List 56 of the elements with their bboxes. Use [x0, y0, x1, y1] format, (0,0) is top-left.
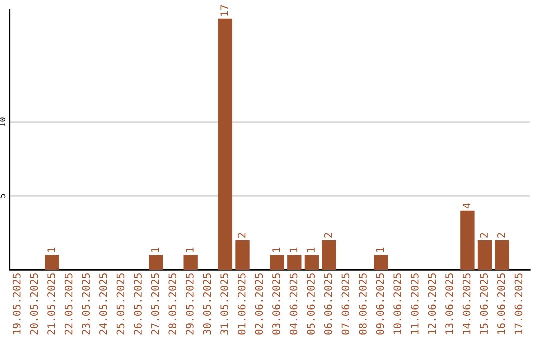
bar	[184, 255, 198, 270]
x-tick-label: 07.06.2025	[342, 274, 350, 335]
data-label: 2	[324, 233, 332, 238]
bar	[304, 255, 320, 270]
data-label: 1	[186, 248, 194, 252]
x-tick-label: 23.05.2025	[82, 274, 90, 335]
data-label: 1	[272, 248, 280, 252]
x-tick-label: 01.06.2025	[238, 274, 246, 335]
x-tick-label: 02.06.2025	[255, 274, 264, 335]
x-tick-label: 12.06.2025	[428, 274, 436, 334]
x-tick-label: 11.06.2025	[410, 274, 419, 334]
x-tick-label: 28.05.2025	[168, 274, 177, 335]
x-tick-label: 22.05.2025	[64, 274, 73, 335]
x-tick-label: 31.05.2025	[220, 274, 228, 335]
x-tick-label: 14.06.2025	[462, 274, 471, 334]
x-tick-label: 08.06.2025	[359, 274, 367, 335]
x-tick-label: 06.06.2025	[324, 274, 332, 335]
x-tick-label: 05.06.2025	[307, 274, 316, 335]
x-tick-label: 27.05.2025	[151, 274, 160, 335]
x-tick-label: 29.05.2025	[186, 274, 194, 335]
x-tick-label: 17.06.2025	[514, 274, 523, 334]
x-tick-label: 04.06.2025	[290, 274, 298, 335]
x-tick-label: 16.06.2025	[497, 274, 506, 334]
data-label: 17	[220, 5, 228, 16]
bar	[270, 255, 284, 270]
x-tick-label: 03.06.2025	[272, 274, 280, 335]
data-label: 2	[497, 233, 506, 238]
data-label: 2	[480, 233, 488, 238]
x-tick-label: 15.06.2025	[480, 274, 488, 334]
bar	[236, 240, 250, 270]
x-tick-label: 13.06.2025	[446, 274, 454, 334]
bar	[149, 255, 164, 270]
bar	[478, 240, 492, 270]
x-tick-label: 10.06.2025	[394, 274, 402, 334]
x-tick-label: 19.05.2025	[12, 274, 21, 334]
x-tick-label: 25.05.2025	[116, 274, 125, 335]
x-tick-label: 21.05.2025	[48, 274, 56, 335]
x-tick-label: 24.05.2025	[99, 274, 108, 335]
data-label: 2	[238, 233, 246, 238]
data-label: 4	[463, 203, 471, 209]
bar	[288, 255, 302, 270]
bar	[45, 255, 60, 270]
bar	[495, 240, 510, 270]
bar	[374, 255, 388, 270]
data-label: 1	[376, 248, 384, 252]
bar	[322, 240, 336, 270]
data-label: 1	[290, 248, 298, 252]
data-label: 1	[307, 248, 315, 252]
x-tick-label: 09.06.2025	[376, 274, 384, 335]
bar	[218, 18, 233, 270]
x-tick-label: 26.05.2025	[134, 274, 142, 335]
data-label: 1	[152, 248, 160, 252]
bar	[460, 210, 475, 270]
x-tick-label: 20.05.2025	[30, 274, 38, 335]
x-tick-label: 30.05.2025	[203, 274, 212, 335]
data-label: 1	[48, 248, 56, 252]
